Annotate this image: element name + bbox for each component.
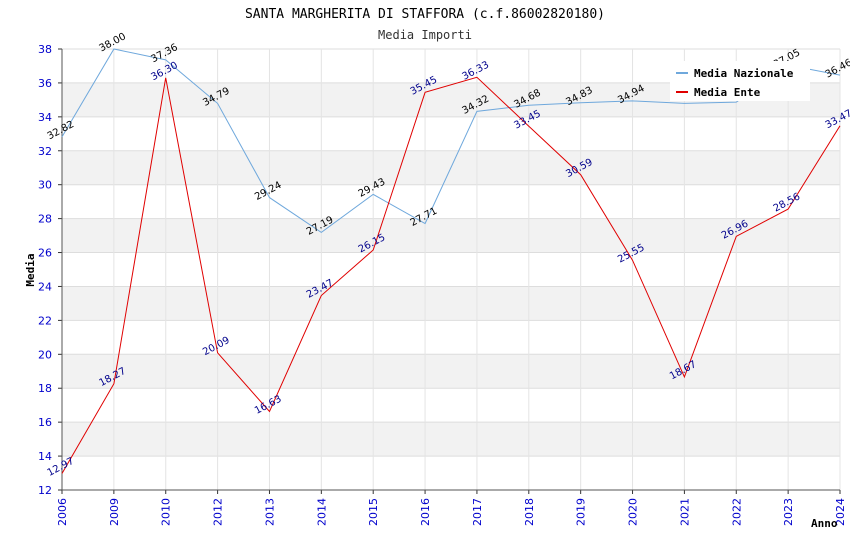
legend-label: Media Ente [694, 86, 761, 99]
y-tick-label: 20 [38, 348, 52, 361]
x-tick-label: 2017 [471, 498, 484, 526]
grid-band [62, 252, 840, 287]
grid-band [62, 456, 840, 490]
grid-band [62, 184, 840, 219]
x-tick-label: 2010 [160, 498, 173, 526]
x-tick-label: 2024 [834, 498, 847, 526]
x-tick-labels: 2006 2009 2010 2012 2013 2014 2015 2016 2017 2018… [56, 498, 847, 526]
legend-box [670, 61, 810, 101]
axes [61, 49, 840, 491]
x-tick-label: 2006 [56, 498, 69, 526]
y-axis-label: Media [24, 253, 37, 286]
y-tick-label: 38 [38, 43, 52, 56]
series-line-media-ente [61, 76, 841, 474]
y-tick-label: 28 [38, 213, 52, 226]
x-axis-label: Anno [811, 517, 838, 530]
grid-lines [58, 48, 841, 494]
y-tick-label: 14 [38, 450, 52, 463]
y-tick-label: 18 [38, 382, 52, 395]
grid-band [62, 422, 840, 457]
y-tick-label: 30 [38, 179, 52, 192]
x-tick-label: 2018 [523, 498, 536, 526]
x-tick-label: 2022 [730, 498, 743, 526]
x-tick-label: 2009 [108, 498, 121, 526]
y-tick-label: 16 [38, 416, 52, 429]
y-tick-label: 26 [38, 247, 52, 260]
x-tick-label: 2013 [263, 498, 276, 526]
x-tick-label: 2020 [627, 498, 640, 526]
legend: Media Nazionale Media Ente [670, 61, 810, 101]
grid-band [62, 116, 840, 151]
y-tick-labels: 12 14 16 18 20 22 24 26 28 30 32 34 36 38 [38, 43, 52, 497]
chart-title: SANTA MARGHERITA DI STAFFORA (c.f.860028… [245, 7, 605, 22]
x-tick-label: 2023 [782, 498, 795, 526]
y-tick-label: 34 [38, 111, 52, 124]
grid-band [62, 320, 840, 355]
grid-band [62, 354, 840, 389]
y-tick-label: 22 [38, 314, 52, 327]
x-tick-label: 2021 [678, 498, 691, 526]
x-tick-label: 2019 [575, 498, 588, 526]
x-tick-label: 2016 [419, 498, 432, 526]
y-tick-label: 12 [38, 484, 52, 497]
series-line-media-nazionale [61, 48, 841, 234]
y-tick-label: 36 [38, 77, 52, 90]
x-tick-label: 2012 [212, 498, 225, 526]
grid-band [62, 286, 840, 321]
x-tick-label: 2015 [367, 498, 380, 526]
legend-label: Media Nazionale [694, 67, 794, 80]
x-tick-label: 2014 [315, 498, 328, 526]
grid-band [62, 388, 840, 423]
y-tick-label: 32 [38, 145, 52, 158]
y-tick-label: 24 [38, 280, 52, 293]
grid-band [62, 218, 840, 253]
chart-subtitle: Media Importi [378, 28, 472, 42]
grid-bands [62, 49, 840, 490]
series-lines [61, 48, 841, 474]
